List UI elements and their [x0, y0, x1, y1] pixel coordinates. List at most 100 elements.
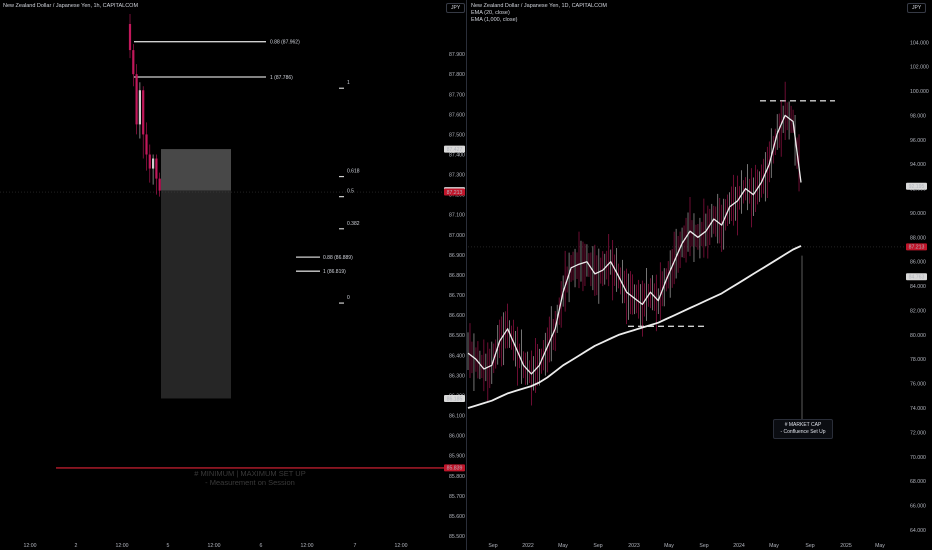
left-y-tick: 87.000 [449, 233, 465, 239]
right-x-tick: 2025 [840, 543, 852, 549]
left-x-tick: 12:00 [24, 543, 37, 549]
left-candle-body [132, 50, 135, 75]
right-y-tick: 68.000 [910, 479, 926, 485]
left-price-tag-label: 86.185 [447, 396, 463, 402]
left-y-tick: 87.200 [449, 193, 465, 199]
right-y-tick: 98.000 [910, 113, 926, 119]
left-candle-body [155, 158, 158, 179]
left-price-tag [444, 394, 465, 402]
right-y-tick: 66.000 [910, 504, 926, 510]
fib-marker-label: 0.5 [347, 189, 354, 195]
right-x-tick: 2024 [733, 543, 745, 549]
left-price-tag-label: 87.427 [447, 147, 463, 153]
left-currency-button[interactable]: JPY [446, 3, 466, 13]
right-y-tick: 76.000 [910, 382, 926, 388]
right-y-tick: 88.000 [910, 235, 926, 241]
callout-line2: - Confluence Set Up [780, 429, 826, 435]
left-x-tick: 12:00 [395, 543, 408, 549]
right-y-tick: 94.000 [910, 162, 926, 168]
right-x-tick: May [664, 543, 674, 549]
right-x-tick: Sep [805, 543, 814, 549]
measure-box-upper [161, 149, 231, 191]
left-y-tick: 87.300 [449, 173, 465, 179]
fib-level-label: 0.88 (87.962) [270, 40, 300, 46]
callout-line1: # MARKET CAP [784, 422, 822, 428]
left-y-tick: 86.600 [449, 313, 465, 319]
left-y-tick: 87.700 [449, 92, 465, 98]
minmax-note-line1: # MINIMUM | MAXIMUM SET UP [194, 469, 306, 478]
left-y-tick: 87.400 [449, 153, 465, 159]
left-price-tag [444, 464, 465, 472]
right-y-tick: 74.000 [910, 406, 926, 412]
left-y-tick: 86.500 [449, 333, 465, 339]
minmax-note: # MINIMUM | MAXIMUM SET UP - Measurement… [150, 469, 350, 487]
ema-20-line [467, 114, 802, 375]
left-candle-body [152, 158, 155, 169]
left-y-tick: 87.500 [449, 132, 465, 138]
right-y-tick: 82.000 [910, 308, 926, 314]
right-y-tick: 64.000 [910, 528, 926, 534]
left-y-tick: 86.100 [449, 414, 465, 420]
left-price-tag-label: 87.213 [447, 190, 463, 196]
right-x-tick: May [769, 543, 779, 549]
right-price-tag [906, 273, 927, 281]
fib-level-label: 1 (86.819) [323, 269, 346, 275]
left-y-tick: 85.900 [449, 454, 465, 460]
left-y-tick: 87.600 [449, 112, 465, 118]
left-candle-body [135, 74, 138, 125]
left-y-tick: 85.600 [449, 514, 465, 520]
right-x-tick: Sep [699, 543, 708, 549]
ema-20-legend: EMA (20, close) [471, 10, 510, 16]
left-y-tick: 86.400 [449, 353, 465, 359]
right-x-tick: May [558, 543, 568, 549]
fib-marker-label: 0.618 [347, 169, 360, 175]
left-y-tick: 87.100 [449, 213, 465, 219]
minmax-note-line2: - Measurement on Session [205, 478, 295, 487]
left-y-tick: 86.300 [449, 373, 465, 379]
left-price-tag [444, 188, 465, 196]
right-price-tag-label: 87.213 [909, 245, 925, 251]
right-y-tick: 104.000 [910, 40, 929, 46]
left-y-tick: 87.900 [449, 52, 465, 58]
right-y-tick: 102.000 [910, 65, 929, 71]
fib-level-label: 1 (87.786) [270, 75, 293, 81]
left-y-tick: 86.700 [449, 293, 465, 299]
left-panel-title: New Zealand Dollar / Japanese Yen, 1h, C… [3, 3, 139, 9]
right-y-tick: 86.000 [910, 260, 926, 266]
fib-marker-label: 1 [347, 80, 350, 86]
left-price-tag [444, 145, 465, 153]
fib-marker-label: 0 [347, 295, 350, 301]
market-cap-callout: # MARKET CAP - Confluence Set Up [773, 419, 833, 439]
ema-1000-line [467, 245, 802, 409]
right-y-tick: 70.000 [910, 455, 926, 461]
left-y-tick: 85.500 [449, 534, 465, 540]
fib-marker-label: 0.382 [347, 221, 360, 227]
left-candle-body [142, 90, 145, 135]
left-x-tick: 12:00 [301, 543, 314, 549]
measure-box-lower [161, 190, 231, 399]
left-y-tick: 85.700 [449, 494, 465, 500]
right-currency-button[interactable]: JPY [907, 3, 927, 13]
right-x-tick: Sep [593, 543, 602, 549]
right-y-tick: 80.000 [910, 333, 926, 339]
left-candle-body [138, 90, 141, 125]
right-x-tick: 2023 [628, 543, 640, 549]
fib-level-label: 0.88 (86.889) [323, 255, 353, 261]
left-candle-body [148, 154, 151, 169]
right-price-tag-label: 84.763 [909, 275, 925, 281]
right-x-tick: Sep [488, 543, 497, 549]
right-y-tick: 78.000 [910, 357, 926, 363]
left-candle-body [145, 134, 148, 155]
left-candle-body [158, 178, 161, 191]
left-y-tick: 86.900 [449, 253, 465, 259]
left-x-tick: 12:00 [116, 543, 129, 549]
left-y-tick: 87.800 [449, 72, 465, 78]
ema-1000-legend: EMA (1,000, close) [471, 17, 518, 23]
right-y-tick: 72.000 [910, 430, 926, 436]
left-y-tick: 86.000 [449, 434, 465, 440]
left-x-tick: 7 [354, 543, 357, 549]
right-y-tick: 84.000 [910, 284, 926, 290]
right-price-tag-label: 92.195 [909, 184, 925, 190]
left-y-tick: 86.800 [449, 273, 465, 279]
